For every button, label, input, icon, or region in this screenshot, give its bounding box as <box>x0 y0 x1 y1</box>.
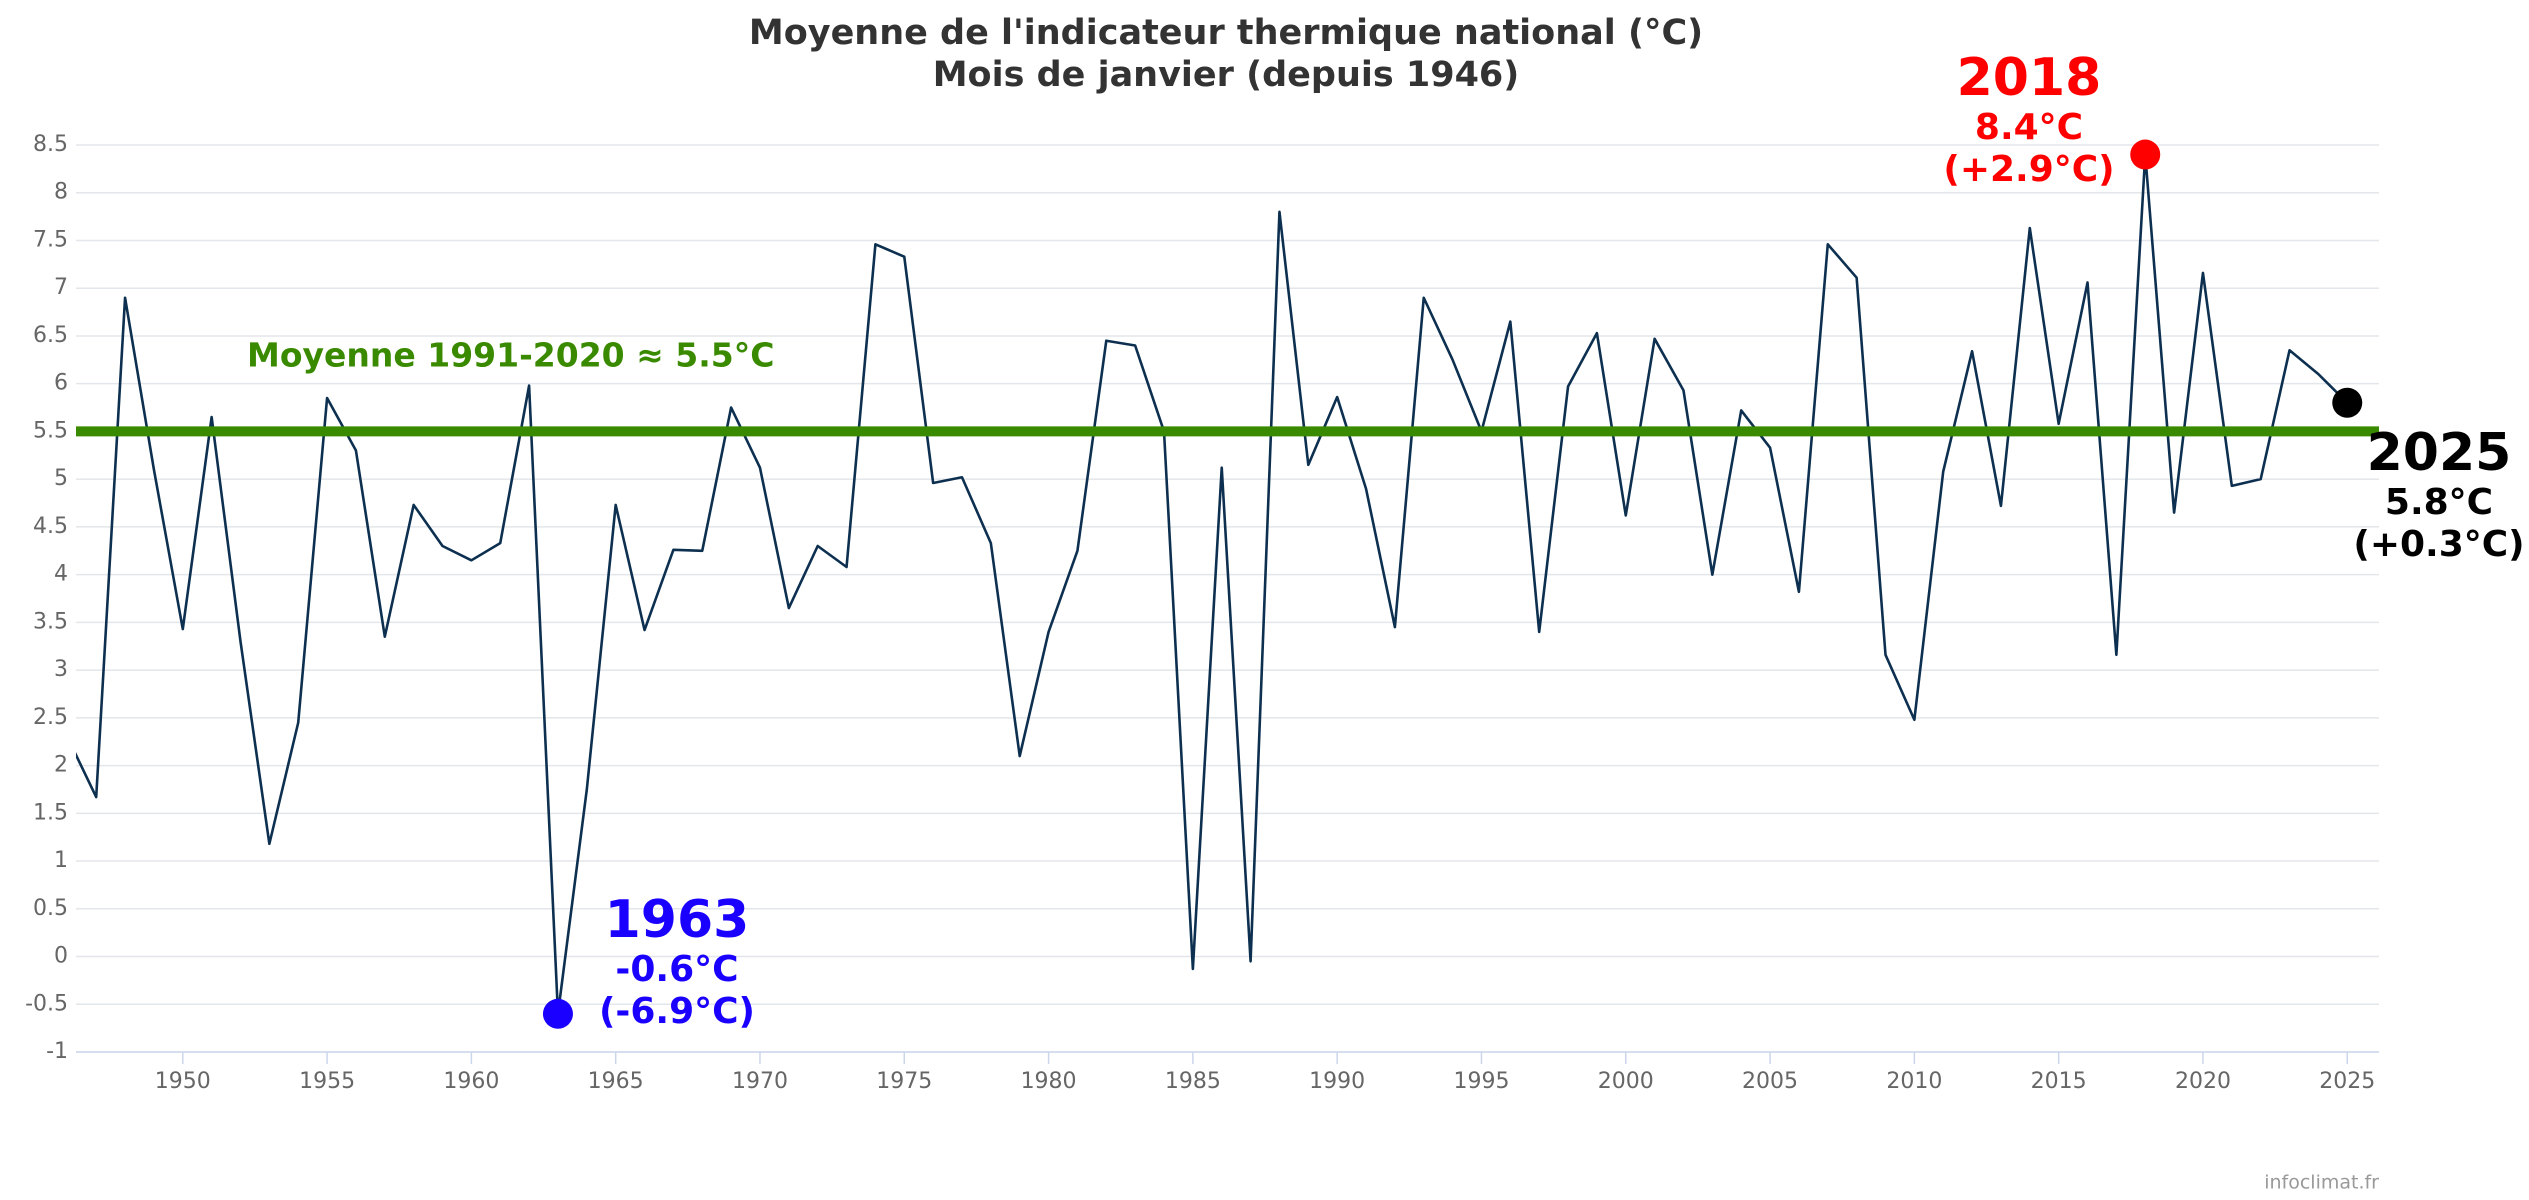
x-tick-label: 1980 <box>1021 1069 1077 1094</box>
x-tick-label: 2025 <box>2319 1069 2375 1094</box>
y-tick-label: 5.5 <box>33 418 68 443</box>
x-tick-label: 1955 <box>299 1069 355 1094</box>
y-tick-label: 2 <box>54 753 68 778</box>
y-tick-label: 3 <box>54 657 68 682</box>
highlight-label: 1963 <box>605 890 750 950</box>
y-tick-label: 7.5 <box>33 227 68 252</box>
x-tick-label: 1970 <box>732 1069 788 1094</box>
y-tick-label: 2.5 <box>33 705 68 730</box>
y-tick-label: 6 <box>54 371 68 396</box>
y-tick-label: 7 <box>54 275 68 300</box>
y-tick-label: 4.5 <box>33 514 68 539</box>
chart-title: Moyenne de l'indicateur thermique nation… <box>749 13 1703 53</box>
x-tick-label: 2000 <box>1598 1069 1654 1094</box>
highlight-label: (+2.9°C) <box>1943 149 2114 190</box>
x-tick-label: 2020 <box>2175 1069 2231 1094</box>
y-tick-label: 6.5 <box>33 323 68 348</box>
y-tick-label: 8.5 <box>33 132 68 157</box>
x-tick-label: 2005 <box>1742 1069 1798 1094</box>
y-tick-label: 4 <box>54 562 68 587</box>
y-tick-label: -0.5 <box>25 991 68 1016</box>
y-tick-label: -1 <box>46 1039 68 1064</box>
highlight-dot <box>2130 139 2161 170</box>
x-tick-label: 2015 <box>2031 1069 2087 1094</box>
x-tick-label: 1990 <box>1309 1069 1365 1094</box>
highlight-label: 5.8°C <box>2385 482 2493 523</box>
plot <box>76 153 2349 1016</box>
x-tick-label: 1995 <box>1453 1069 1509 1094</box>
highlight-dot <box>2332 387 2363 418</box>
x-tick-label: 1985 <box>1165 1069 1221 1094</box>
x-tick-label: 1950 <box>155 1069 211 1094</box>
x-tick-label: 1975 <box>876 1069 932 1094</box>
mean-label: Moyenne 1991-2020 ≈ 5.5°C <box>247 336 774 375</box>
x-tick-label: 1965 <box>588 1069 644 1094</box>
highlight-label: (+0.3°C) <box>2353 524 2524 565</box>
chart-subtitle: Mois de janvier (depuis 1946) <box>933 55 1520 95</box>
highlight-label: 8.4°C <box>1975 107 2083 148</box>
data-line <box>76 153 2349 1016</box>
highlight-label: -0.6°C <box>615 949 738 990</box>
highlight-label: (-6.9°C) <box>599 991 755 1032</box>
x-tick-label: 1960 <box>443 1069 499 1094</box>
y-tick-label: 3.5 <box>33 609 68 634</box>
x-tick-label: 2010 <box>1886 1069 1942 1094</box>
highlight-dot <box>542 998 573 1029</box>
y-tick-label: 0 <box>54 944 68 969</box>
y-tick-label: 8 <box>54 180 68 205</box>
y-tick-label: 1 <box>54 848 68 873</box>
highlight-label: 2018 <box>1957 48 2102 108</box>
highlight-label: 2025 <box>2367 423 2512 483</box>
y-tick-label: 1.5 <box>33 800 68 825</box>
y-tick-label: 0.5 <box>33 896 68 921</box>
credit: infoclimat.fr <box>2264 1172 2379 1194</box>
y-tick-label: 5 <box>54 466 68 491</box>
